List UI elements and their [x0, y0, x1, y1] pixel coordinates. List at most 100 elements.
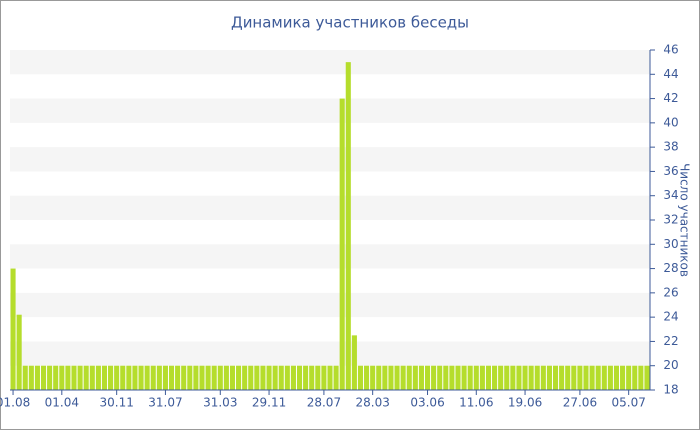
y-tick-label: 42 [663, 91, 678, 105]
x-tick-label: 27.06 [563, 396, 597, 410]
y-tick-label: 20 [663, 358, 678, 372]
y-tick-label: 24 [663, 310, 678, 324]
bar [516, 365, 522, 390]
bar [613, 365, 620, 390]
x-tick-label: 03.06 [410, 396, 444, 410]
grid-band [10, 98, 650, 123]
bar [193, 365, 199, 390]
y-tick-label: 44 [663, 67, 678, 81]
x-tick-label: 31.03 [203, 396, 237, 410]
bar [485, 365, 492, 390]
bar [638, 365, 644, 390]
y-tick-label: 36 [663, 164, 678, 178]
bar [467, 365, 473, 390]
bar [254, 365, 260, 390]
bar [229, 365, 236, 390]
grid-band [10, 244, 650, 269]
bar [248, 365, 254, 390]
bar [510, 365, 516, 390]
bar [443, 365, 449, 390]
bar [351, 335, 357, 390]
x-tick-label: 11.06 [459, 396, 493, 410]
bar [181, 365, 187, 390]
y-tick-label: 40 [663, 115, 678, 129]
grid-band [10, 292, 650, 318]
bar [114, 365, 120, 390]
bar [565, 365, 571, 390]
bar [626, 365, 632, 390]
bar [571, 365, 577, 390]
bar [394, 365, 400, 390]
bar [522, 365, 528, 390]
x-tick-label: 28.03 [355, 396, 389, 410]
bar [620, 365, 626, 390]
bar [59, 365, 65, 390]
bar [53, 365, 59, 390]
bar [333, 365, 339, 390]
bar [126, 365, 132, 390]
x-tick-label: 05.07 [611, 396, 645, 410]
bar [101, 365, 108, 390]
bar [22, 365, 28, 390]
bar [217, 365, 223, 390]
bar [272, 365, 278, 390]
bar [260, 365, 266, 390]
bar [205, 365, 211, 390]
bar [47, 365, 53, 390]
bar [589, 365, 595, 390]
bar [406, 365, 412, 390]
grid-band [10, 147, 650, 172]
x-tick-label: 30.11 [99, 396, 133, 410]
bar [498, 365, 504, 390]
bar [150, 365, 156, 390]
bar [424, 365, 431, 390]
bar [577, 365, 583, 390]
bar [357, 365, 364, 390]
bar [132, 365, 138, 390]
bar [540, 365, 546, 390]
bar [71, 365, 77, 390]
x-tick-label: 29.11 [252, 396, 286, 410]
bar [138, 365, 144, 390]
bar [120, 365, 126, 390]
bar [144, 365, 150, 390]
x-tick-label: 01.04 [45, 396, 79, 410]
bar [437, 365, 443, 390]
y-axis-label: Число участников [678, 163, 692, 277]
bar [632, 365, 638, 390]
bar [175, 365, 181, 390]
bar [95, 365, 101, 390]
grid-band [10, 195, 650, 220]
x-tick-label: 28.07 [307, 396, 341, 410]
x-tick-label: 01.08 [0, 396, 30, 410]
bar [34, 365, 40, 390]
y-tick-label: 30 [663, 237, 678, 251]
y-tick-label: 18 [663, 383, 678, 397]
bar [607, 365, 613, 390]
bar [315, 365, 321, 390]
bar [278, 365, 284, 390]
bar [168, 365, 175, 390]
bar [290, 365, 296, 390]
bar [77, 365, 83, 390]
bar [108, 365, 114, 390]
bar [16, 314, 22, 390]
bar [455, 365, 461, 390]
bar [284, 365, 290, 390]
bar [546, 365, 552, 390]
y-tick-label: 22 [663, 334, 678, 348]
bar [364, 365, 370, 390]
bar [534, 365, 540, 390]
y-tick-label: 34 [663, 188, 678, 202]
bar [461, 365, 467, 390]
bar [504, 365, 510, 390]
bar [223, 365, 229, 390]
bar [211, 365, 217, 390]
bar [156, 365, 162, 390]
bar [236, 365, 242, 390]
bar [595, 365, 601, 390]
bar [583, 365, 589, 390]
bar [376, 365, 382, 390]
bar [418, 365, 424, 390]
bar [400, 365, 406, 390]
